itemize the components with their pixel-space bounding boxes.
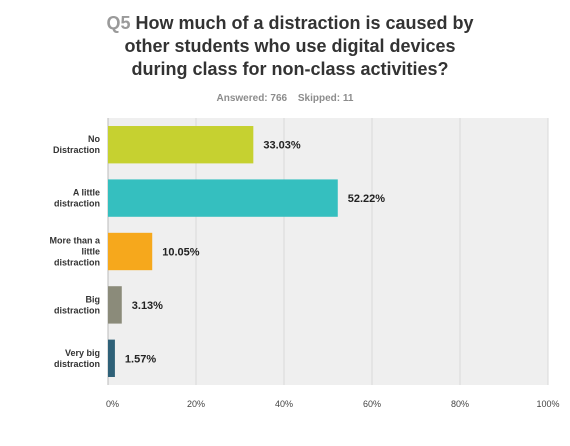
bar-4 [108,339,115,377]
x-tick-label-60: 60% [363,399,381,409]
x-tick-label-80: 80% [451,399,469,409]
category-label-2: More than a little distraction [49,236,101,268]
value-label-4: 1.57% [125,353,156,365]
category-label-3: Big distraction [54,294,100,315]
x-tick-label-40: 40% [275,399,293,409]
chart-title: Q5 How much of a distraction is caused b… [60,12,520,81]
bar-0 [108,126,254,164]
value-label-3: 3.13% [132,300,163,312]
value-label-0: 33.03% [263,140,301,152]
x-tick-label-20: 20% [187,399,205,409]
x-tick-label-100: 100% [536,399,559,409]
answered-count: Answered: 766 [216,93,288,104]
response-stats: Answered: 766 Skipped: 11 [0,93,570,104]
category-label-0: No Distraction [53,134,101,155]
title-text-1: How much of a distraction is caused by [135,13,474,33]
title-line-3: during class for non-class activities? [131,59,449,79]
title-line-2: other students who use digital devices [124,36,456,56]
value-label-2: 10.05% [162,247,200,259]
bar-3 [108,286,122,324]
bar-1 [108,179,338,217]
category-label-4: Very big distraction [54,348,100,369]
question-number: Q5 [106,13,131,33]
x-tick-label-0: 0% [106,399,119,409]
title-line-1: Q5 How much of a distraction is caused b… [60,12,520,35]
value-label-1: 52.22% [348,193,386,205]
bar-2 [108,232,153,271]
category-label-1: A little distraction [54,188,100,209]
skipped-count: Skipped: 11 [297,93,354,104]
